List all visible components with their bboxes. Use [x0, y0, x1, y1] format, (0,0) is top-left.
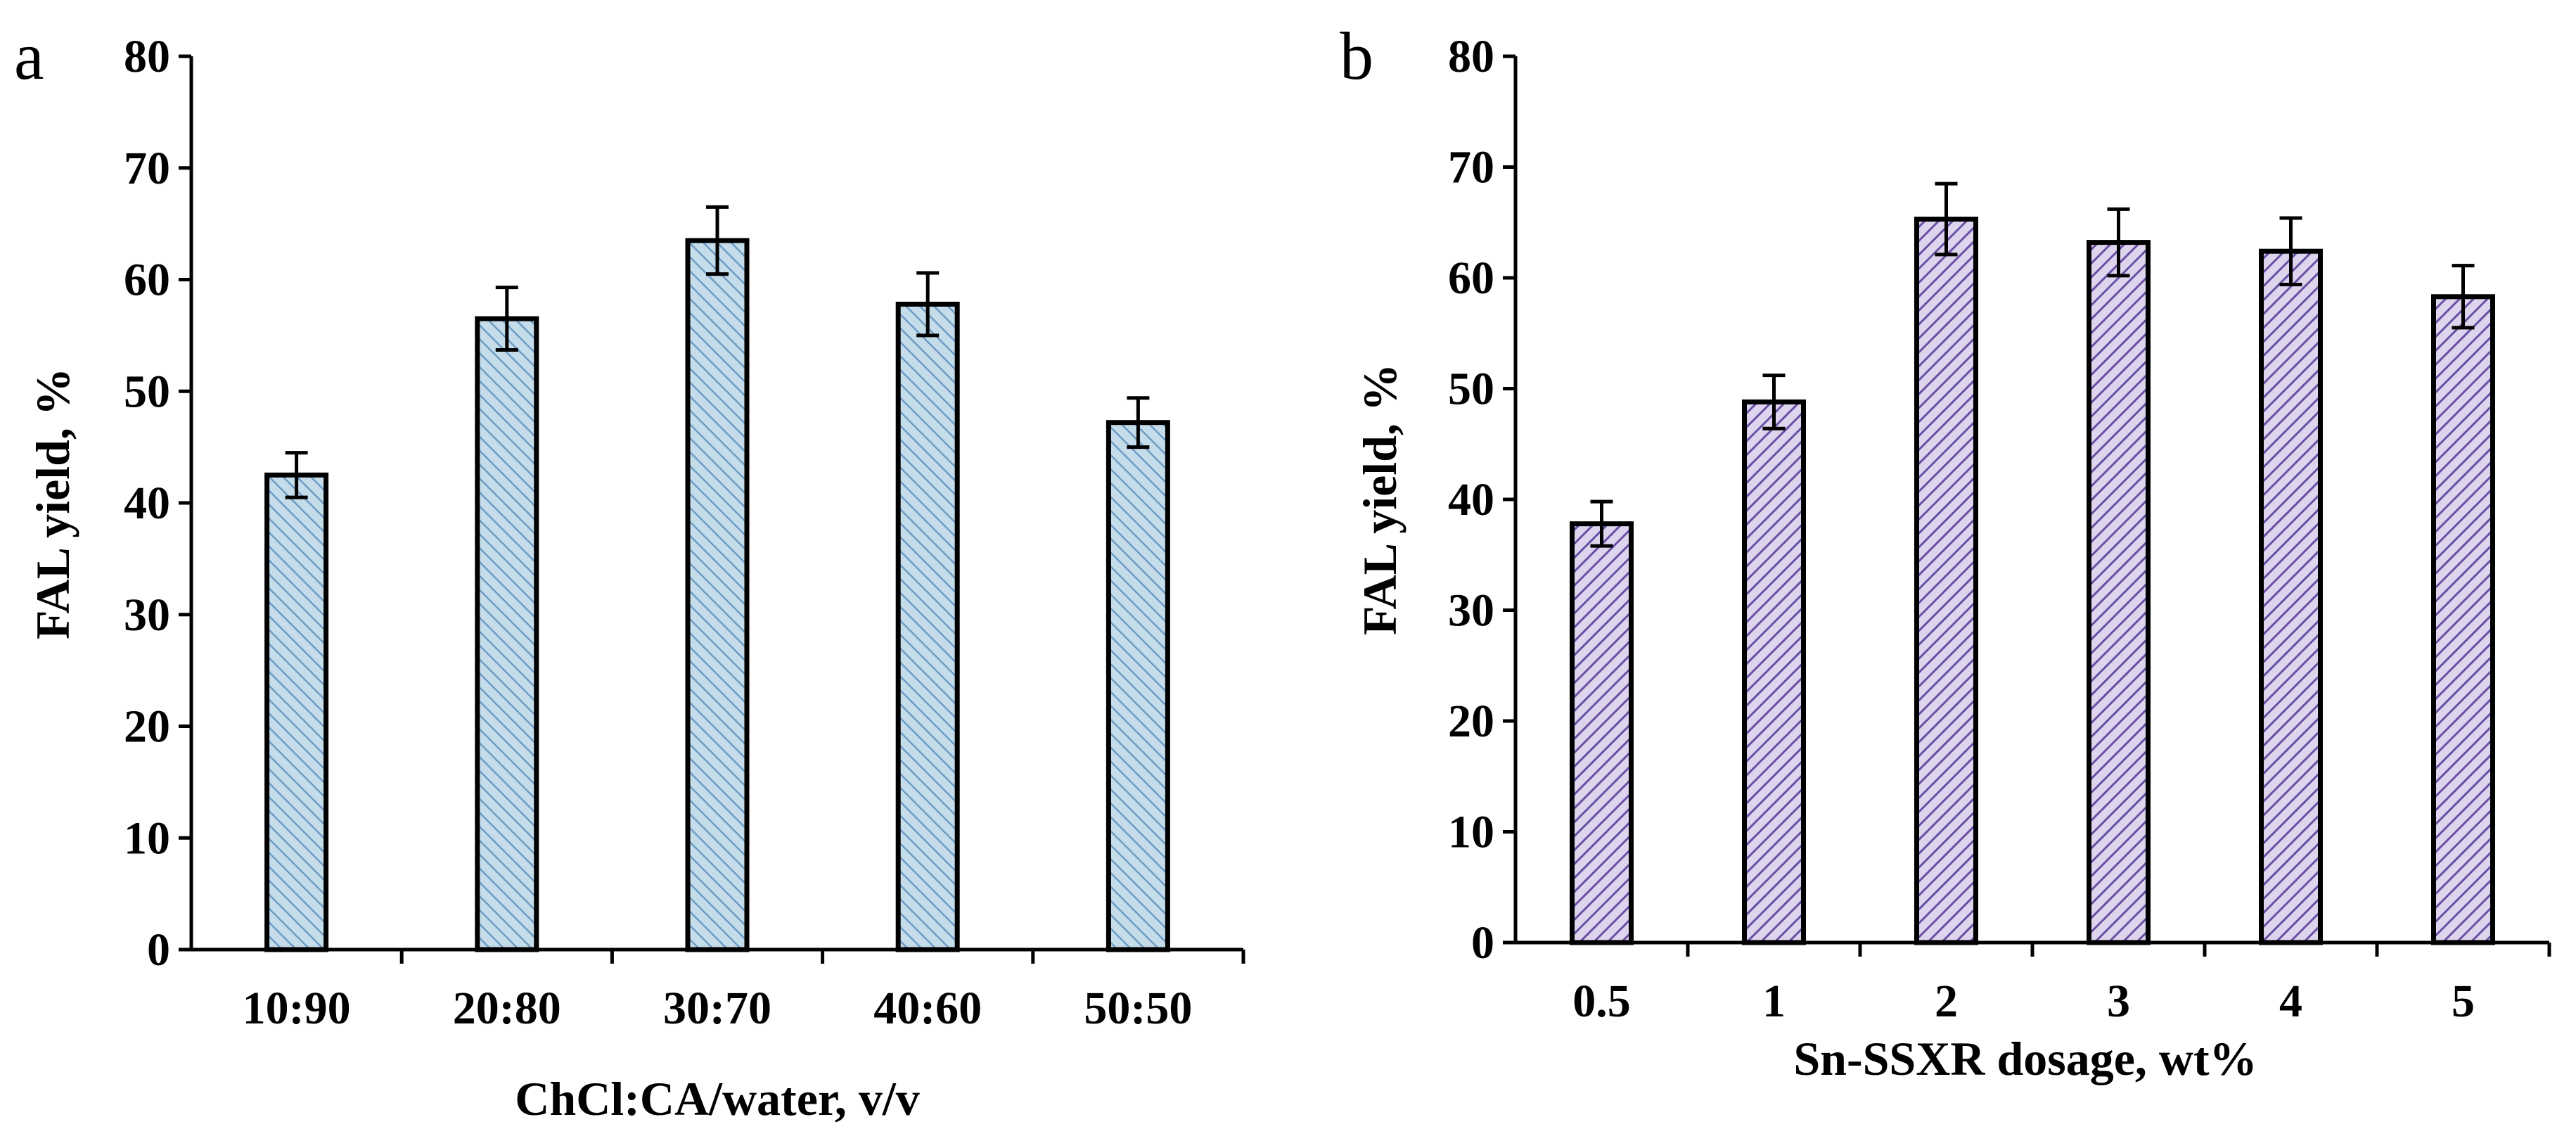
x-axis-ticks: 10:90 20:80 30:70 40:60 50:50	[243, 950, 1245, 1034]
y-tick-label: 30	[1448, 585, 1494, 637]
y-axis-ticks: 0 10 20 30 40 50 60 70 80	[1448, 31, 1516, 969]
y-tick-label: 80	[1448, 31, 1494, 82]
y-tick-label: 30	[124, 589, 170, 641]
x-axis-title: Sn-SSXR dosage, wt%	[1793, 1032, 2257, 1085]
x-tick-label: 5	[2452, 976, 2475, 1027]
x-tick-label: 0.5	[1572, 976, 1631, 1027]
bar-4	[2259, 248, 2323, 945]
x-tick-label: 1	[1762, 976, 1786, 1027]
y-tick-label: 0	[147, 924, 170, 976]
y-tick-label: 10	[1448, 807, 1494, 858]
chart-panel-b: b 0 10 20 30 40 50 60 70 80 0.5 1 2 3 4 5 Sn-SSXR dos…	[1340, 18, 2551, 1085]
bar-series	[1570, 181, 2495, 945]
y-tick-label: 40	[1448, 474, 1494, 525]
x-tick-label: 20:80	[453, 983, 561, 1034]
y-tick-label: 80	[124, 31, 170, 82]
bar-20-80	[475, 316, 539, 952]
panel-label-a: a	[14, 18, 44, 94]
bar-3	[2087, 240, 2151, 945]
y-tick-label: 20	[1448, 696, 1494, 747]
y-tick-label: 60	[1448, 253, 1494, 304]
x-axis-title: ChCl:CA/water, v/v	[515, 1072, 919, 1125]
y-axis-ticks: 0 10 20 30 40 50 60 70 80	[124, 31, 191, 976]
y-tick-label: 0	[1471, 917, 1494, 969]
x-tick-label: 10:90	[243, 983, 351, 1034]
y-tick-label: 70	[124, 143, 170, 194]
bar-2	[1914, 217, 1978, 945]
y-tick-label: 40	[124, 478, 170, 529]
bar-0-5	[1570, 521, 1634, 945]
bar-5	[2431, 294, 2495, 945]
bar-1	[1742, 399, 1806, 945]
x-axis-ticks: 0.5 1 2 3 4 5	[1572, 943, 2551, 1027]
x-tick-label: 50:50	[1084, 983, 1192, 1034]
y-tick-label: 50	[124, 366, 170, 417]
bar-10-90	[264, 472, 329, 952]
chart-panel-a: a 0 10 20 30 40 50 60 70 80 10:90 20:80 30:70 40:60…	[14, 18, 1245, 1125]
x-tick-label: 30:70	[663, 983, 771, 1034]
y-axis-title: FAL yield, %	[26, 368, 79, 639]
x-tick-label: 3	[2107, 976, 2130, 1027]
bar-50-50	[1106, 420, 1170, 952]
bar-40-60	[895, 301, 960, 952]
y-tick-label: 10	[124, 812, 170, 864]
y-tick-label: 20	[124, 701, 170, 753]
y-tick-label: 60	[124, 255, 170, 306]
y-tick-label: 70	[1448, 142, 1494, 193]
x-tick-label: 40:60	[873, 983, 982, 1034]
y-axis-title: FAL yield, %	[1353, 364, 1406, 635]
y-tick-label: 50	[1448, 364, 1494, 415]
x-tick-label: 4	[2279, 976, 2302, 1027]
panel-label-b: b	[1340, 18, 1373, 94]
x-tick-label: 2	[1935, 976, 1958, 1027]
bar-series	[264, 205, 1170, 952]
bar-30-70	[685, 238, 750, 952]
